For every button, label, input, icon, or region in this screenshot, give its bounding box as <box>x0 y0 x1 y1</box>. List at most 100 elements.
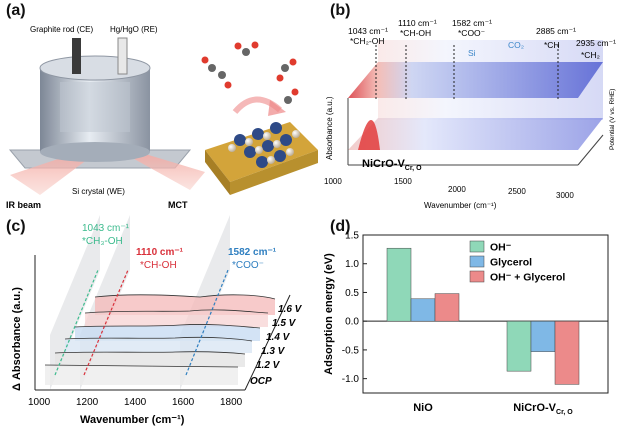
panel-d-bar-chart: 1.5 1.0 0.5 0.0 -0.5 -1.0 Adsorption energy (e… <box>323 231 609 416</box>
mct-label: MCT <box>168 200 188 210</box>
surface-top <box>348 62 603 98</box>
d-legend-label-0: OH⁻ <box>490 242 512 254</box>
trace-1.2 <box>54 351 246 355</box>
peak-1043-assign: *CH₂-OH <box>350 36 384 46</box>
c-xtick-1600: 1600 <box>172 397 195 408</box>
d-category-label: NiO <box>413 402 433 414</box>
ir-beam-out <box>118 150 205 190</box>
d-category-label: NiCrO-VCr, O <box>513 402 573 416</box>
peak-2935-assign: *CH₂ <box>581 50 600 60</box>
peak-marker-1582 <box>185 269 229 376</box>
re-label: Hg/HgO (RE) <box>110 25 158 34</box>
trace-fill-1.3 <box>65 337 252 353</box>
trace-fill-1.6 <box>95 294 275 315</box>
b-xtick-3000: 3000 <box>556 191 574 200</box>
hgo-electrode <box>117 37 128 75</box>
trace-1.4 <box>74 324 261 329</box>
c-annot-1582-assign: *COO⁻ <box>232 260 264 271</box>
d-ytick-label: 1.5 <box>345 231 359 242</box>
panel-a-label: (a) <box>6 2 26 19</box>
peak-2885-assign: *CH <box>544 40 560 50</box>
b-zlabel: Potential (V vs. RHE) <box>609 89 616 150</box>
peak-1582-wn: 1582 cm⁻¹ <box>452 18 492 28</box>
d-legend-swatch-1 <box>469 255 485 268</box>
peak-2935-wn: 2935 cm⁻¹ <box>576 38 616 48</box>
d-plot-frame <box>362 234 609 394</box>
b-xtick-1000: 1000 <box>324 177 342 186</box>
bar-NiO-1 <box>410 298 436 322</box>
d-ytick-label: 1.0 <box>345 259 359 270</box>
c-annot-1110-assign: *CH-OH <box>140 260 177 271</box>
d-ytick-label: -0.5 <box>342 345 360 356</box>
c-annot-1043-wn: 1043 cm⁻¹ <box>82 223 130 234</box>
trace-ocp <box>44 364 239 368</box>
c-xtick-1000: 1000 <box>28 397 51 408</box>
trace-fill-1.2 <box>55 351 245 367</box>
bar-NiCrO-V-2 <box>554 320 580 385</box>
cell-bottom <box>40 142 150 162</box>
d-legend-label-2: OH⁻ + Glycerol <box>490 272 565 284</box>
trace-fill-1.5 <box>85 309 268 327</box>
panel-c-spectra: 1043 cm⁻¹ *CH₃-OH 1110 cm⁻¹ *CH-OH 1582 … <box>11 215 303 426</box>
graphite-rod <box>72 38 81 74</box>
c-annot-1043-assign: *CH₃-OH <box>82 236 123 247</box>
glycerol-molecules <box>201 41 299 104</box>
c-z-axis <box>244 294 291 391</box>
trace-1.3 <box>64 336 253 342</box>
peak-marker-1110 <box>83 269 129 376</box>
d-ytick-label: 0.5 <box>345 288 359 299</box>
surface-bottom <box>348 118 603 150</box>
b-z-axis <box>577 134 604 166</box>
b-xlabel: Wavenumber (cm⁻¹) <box>424 201 497 210</box>
b-xtick-2500: 2500 <box>508 187 526 196</box>
trace-fill-1.4 <box>75 324 260 341</box>
c-pot-ocp: OCP <box>250 376 272 387</box>
b-sample-label: NiCrO-VCr, O <box>362 158 422 172</box>
peak-1110-wn: 1110 cm⁻¹ <box>398 18 437 28</box>
panel-d-label: (d) <box>330 218 351 235</box>
peak-red <box>358 120 380 150</box>
b-ylabel: Absorbance (a.u.) <box>325 96 334 160</box>
peak-1043-wn: 1043 cm⁻¹ <box>348 26 388 36</box>
cell-inner <box>60 82 130 132</box>
d-ylabel: Adsorption energy (eV) <box>323 253 335 375</box>
plane-1043 <box>50 215 100 390</box>
peak-2885-wn: 2885 cm⁻¹ <box>536 26 576 36</box>
c-pot-1.3: 1.3 V <box>261 346 286 357</box>
co2-label: CO₂ <box>508 40 524 50</box>
catalyst-surface-model <box>205 122 318 195</box>
si-label: Si <box>468 48 476 58</box>
bar-NiCrO-V-0 <box>506 320 532 372</box>
c-xtick-1400: 1400 <box>124 397 147 408</box>
d-ytick-label: -1.0 <box>342 374 360 385</box>
peak-1110-assign: *CH-OH <box>400 28 431 38</box>
c-annot-1110-wn: 1110 cm⁻¹ <box>136 247 184 258</box>
panel-c-label: (c) <box>6 218 26 235</box>
c-pot-1.6: 1.6 V <box>278 304 303 315</box>
trace-fill-ocp <box>45 365 238 385</box>
peak-1582-assign: *COO⁻ <box>458 28 486 38</box>
c-xtick-1200: 1200 <box>76 397 99 408</box>
c-pot-1.5: 1.5 V <box>272 318 297 329</box>
ir-beam-label: IR beam <box>6 200 41 210</box>
c-xtick-1800: 1800 <box>220 397 243 408</box>
d-ytick-label: 0.0 <box>345 317 359 328</box>
c-annot-1582-wn: 1582 cm⁻¹ <box>228 247 277 258</box>
bar-NiCrO-V-1 <box>530 320 556 352</box>
b-xtick-1500: 1500 <box>394 177 412 186</box>
peak-marker-1043 <box>54 269 99 376</box>
ce-label: Graphite rod (CE) <box>30 25 93 34</box>
bar-NiO-0 <box>386 247 412 322</box>
cell-top <box>39 55 151 81</box>
trace-1.5 <box>84 309 269 314</box>
d-legend-swatch-0 <box>469 240 485 253</box>
d-legend-swatch-2 <box>469 270 485 283</box>
bar-NiO-2 <box>434 293 460 322</box>
panel-a-schematic: Graphite rod (CE) Hg/HgO (RE) IR beam Si… <box>6 25 318 210</box>
c-ylabel: Δ Absorbance (a.u.) <box>11 287 23 391</box>
panel-b-3d-spectra: 1043 cm⁻¹ *CH₂-OH 1110 cm⁻¹ *CH-OH 1582 … <box>324 18 616 210</box>
c-xlabel: Wavenumber (cm⁻¹) <box>80 414 185 426</box>
si-crystal-label: Si crystal (WE) <box>72 187 125 196</box>
d-legend-label-1: Glycerol <box>490 257 532 269</box>
trace-1.6 <box>94 294 276 300</box>
